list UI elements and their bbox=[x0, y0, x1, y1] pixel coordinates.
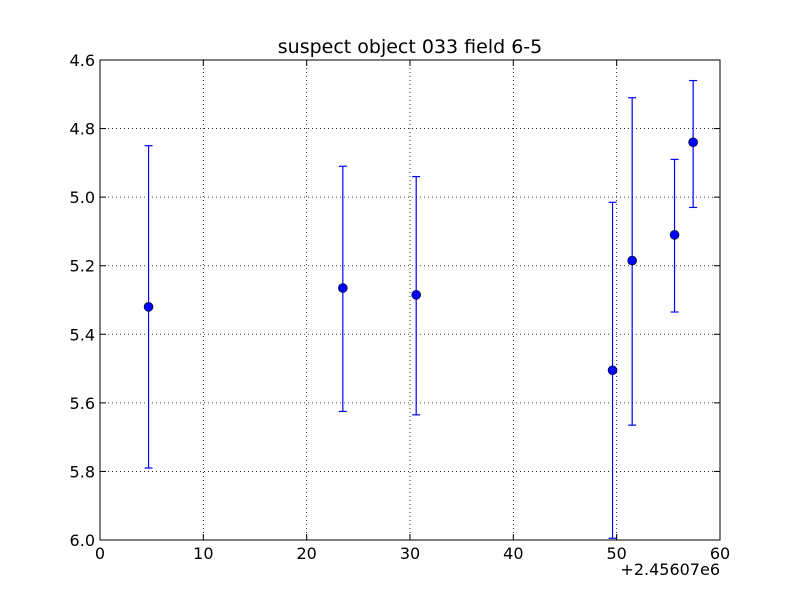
y-tick-label: 5.4 bbox=[70, 325, 95, 344]
y-tick-labels: 4.6 4.8 5.0 5.2 5.4 5.6 5.8 6.0 bbox=[70, 51, 95, 550]
y-tick-label: 5.6 bbox=[70, 394, 95, 413]
axis-ticks bbox=[99, 59, 721, 541]
x-tick-label: 10 bbox=[193, 544, 213, 563]
grid bbox=[99, 59, 721, 541]
data-point bbox=[411, 290, 422, 300]
data-point bbox=[338, 283, 348, 293]
y-tick-label: 6.0 bbox=[70, 531, 95, 550]
error-bars bbox=[144, 79, 698, 539]
x-tick-labels: 0 10 20 30 40 50 60 bbox=[95, 544, 730, 563]
y-tick-label: 5.8 bbox=[70, 462, 95, 481]
data-point bbox=[669, 230, 680, 240]
data-point bbox=[607, 365, 618, 376]
y-tick-label: 4.6 bbox=[70, 51, 95, 70]
x-tick-label: 0 bbox=[95, 544, 105, 563]
x-tick-label: 60 bbox=[710, 544, 730, 563]
y-tick-label: 5.0 bbox=[70, 188, 95, 207]
y-tick-label: 4.8 bbox=[70, 120, 95, 139]
data-point bbox=[143, 302, 154, 312]
x-tick-label: 50 bbox=[606, 544, 626, 563]
data-point bbox=[688, 137, 698, 148]
data-point bbox=[627, 255, 637, 266]
x-tick-label: 20 bbox=[296, 544, 316, 563]
chart-title: suspect object 033 field 6-5 bbox=[278, 36, 543, 58]
x-tick-label: 30 bbox=[400, 544, 420, 563]
data-points bbox=[143, 137, 698, 376]
x-tick-label: 40 bbox=[503, 544, 523, 563]
y-tick-label: 5.2 bbox=[70, 257, 95, 276]
x-offset-label: +2.45607e6 bbox=[620, 560, 720, 579]
